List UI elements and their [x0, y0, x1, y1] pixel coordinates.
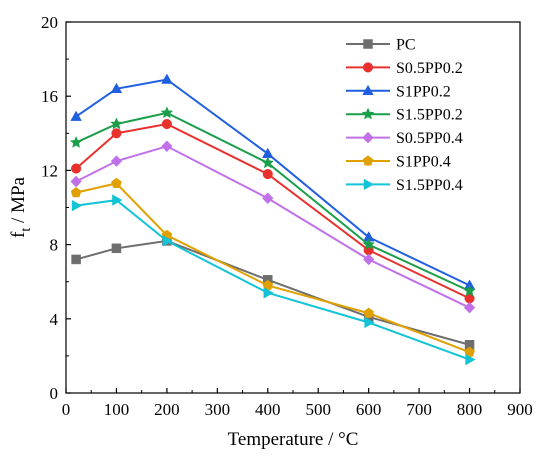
series-S1.5PP0.4	[71, 194, 476, 366]
data-point	[262, 169, 273, 180]
data-point	[71, 254, 81, 265]
data-point	[363, 307, 375, 318]
plot-area	[65, 21, 521, 394]
data-point	[364, 316, 375, 329]
data-point	[161, 140, 173, 153]
legend-marker	[363, 178, 375, 191]
data-point	[111, 128, 122, 139]
x-tick-label: 0	[62, 400, 71, 419]
x-tick-label: 300	[205, 400, 231, 419]
y-tick-label: 0	[50, 384, 59, 403]
x-tick-label: 200	[154, 400, 180, 419]
legend-marker	[362, 62, 374, 73]
series-S1PP0.2	[70, 73, 476, 290]
y-tick-label: 16	[41, 87, 58, 106]
data-point	[71, 163, 82, 174]
legend-item: S0.5PP0.2	[346, 60, 463, 77]
data-point	[362, 237, 375, 250]
data-point	[111, 177, 122, 188]
legend-marker	[362, 84, 374, 96]
y-axis-label-unit: / MPa	[8, 176, 29, 227]
data-point	[262, 147, 274, 158]
legend-item: S0.5PP0.4	[346, 130, 463, 147]
legend-item: S1PP0.2	[346, 83, 451, 100]
legend-marker	[361, 107, 375, 120]
legend-label: S1.5PP0.4	[396, 177, 463, 194]
series-line	[75, 199, 470, 361]
data-point	[110, 82, 123, 94]
y-tick-label: 8	[50, 236, 59, 255]
data-point	[160, 106, 174, 119]
y-axis: 0 4 8 12 16 20	[41, 13, 71, 403]
plot-frame	[65, 21, 521, 394]
series-S1PP0.4	[70, 177, 475, 357]
data-point	[463, 284, 476, 297]
y-tick-label: 12	[41, 161, 58, 180]
legend-marker	[363, 39, 373, 49]
data-point	[465, 353, 476, 366]
data-point	[261, 156, 275, 169]
data-point	[463, 301, 476, 314]
data-point	[161, 118, 172, 130]
x-tick-label: 900	[507, 400, 533, 419]
x-tick-label: 500	[305, 400, 331, 419]
legend-label: S1.5PP0.2	[396, 107, 463, 124]
x-axis: 0 100 200 300 400 500 600 700 800 900	[62, 388, 533, 419]
data-point	[110, 117, 123, 130]
series-line	[75, 182, 470, 354]
legend-item: S1PP0.4	[346, 154, 451, 171]
data-point	[111, 243, 122, 254]
series-line	[75, 78, 470, 287]
y-tick-label: 4	[50, 310, 59, 329]
x-tick-label: 800	[457, 400, 483, 419]
x-tick-label: 400	[255, 400, 281, 419]
series-S0.5PP0.4	[70, 140, 476, 314]
legend-label: S0.5PP0.2	[396, 60, 463, 77]
data-point	[69, 135, 83, 148]
series-line	[75, 111, 470, 292]
series-S0.5PP0.2	[71, 118, 475, 304]
data-point	[70, 187, 82, 198]
data-point	[363, 253, 375, 266]
x-tick-label: 700	[406, 400, 432, 419]
y-tick-label: 20	[41, 13, 58, 32]
data-point	[71, 199, 83, 212]
y-axis-label: ft / MPa	[8, 176, 34, 237]
legend-item: PC	[346, 37, 416, 54]
data-point	[70, 110, 82, 121]
data-point	[70, 175, 82, 188]
legend-label: S0.5PP0.4	[396, 130, 463, 147]
y-axis-label-main: f	[8, 231, 29, 238]
data-point	[110, 155, 123, 167]
series-layer	[69, 73, 476, 366]
data-point	[112, 194, 123, 206]
legend-item: S1.5PP0.4	[346, 177, 463, 194]
legend-marker	[362, 155, 374, 166]
x-tick-label: 100	[104, 400, 130, 419]
data-point	[263, 287, 274, 299]
legend-label: S1PP0.2	[396, 83, 451, 100]
x-tick-label: 600	[356, 400, 382, 419]
y-axis-label-subscript: t	[19, 228, 34, 232]
data-point	[161, 73, 173, 84]
series-line	[75, 145, 470, 309]
legend: PC S0.5PP0.2 S1PP0.2 S1.5PP0.2 S0.5PP0.4 S1PP…	[346, 37, 463, 194]
legend-item: S1.5PP0.2	[346, 107, 463, 124]
x-axis-label: Temperature / °C	[228, 429, 359, 450]
legend-label: S1PP0.4	[396, 154, 451, 171]
series-line	[75, 122, 470, 300]
data-point	[162, 235, 173, 247]
legend-label: PC	[396, 37, 416, 54]
data-point	[262, 192, 274, 205]
series-S1.5PP0.2	[69, 106, 476, 297]
legend-marker	[362, 131, 374, 144]
